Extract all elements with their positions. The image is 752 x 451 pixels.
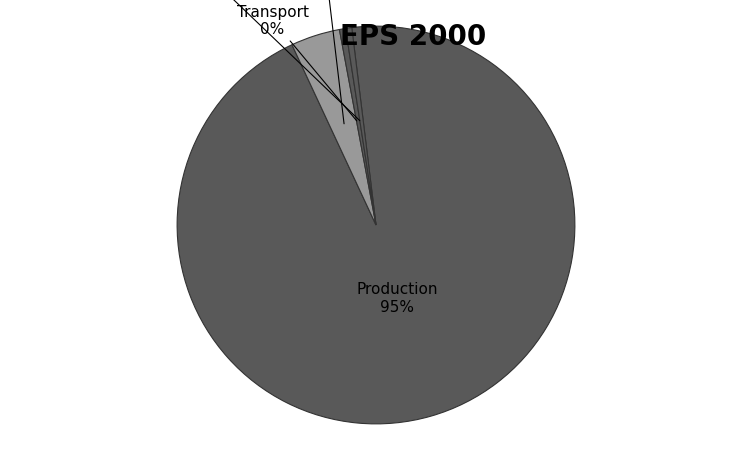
Text: Transport
0%: Transport 0%: [237, 5, 356, 122]
Text: Use
4%: Use 4%: [312, 0, 344, 124]
Wedge shape: [177, 27, 575, 424]
Text: Production
95%: Production 95%: [356, 282, 438, 314]
Text: End-of-life
1%: End-of-life 1%: [168, 0, 359, 121]
Text: EPS 2000: EPS 2000: [341, 23, 487, 51]
Wedge shape: [292, 31, 376, 226]
Wedge shape: [346, 28, 376, 226]
Wedge shape: [339, 29, 376, 226]
